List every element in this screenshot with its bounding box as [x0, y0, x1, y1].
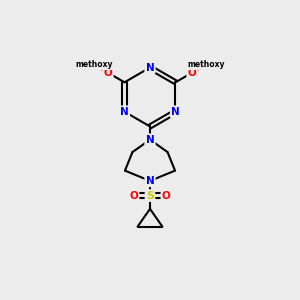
- Text: O: O: [188, 68, 197, 78]
- Text: S: S: [146, 190, 154, 201]
- Text: N: N: [171, 107, 180, 117]
- Text: N: N: [146, 176, 154, 186]
- Text: O: O: [129, 190, 138, 201]
- Text: methoxy: methoxy: [187, 60, 225, 69]
- Text: N: N: [146, 63, 154, 73]
- Text: N: N: [120, 107, 129, 117]
- Text: methoxy: methoxy: [75, 60, 113, 69]
- Text: N: N: [146, 135, 154, 145]
- Text: O: O: [162, 190, 171, 201]
- Text: O: O: [103, 68, 112, 78]
